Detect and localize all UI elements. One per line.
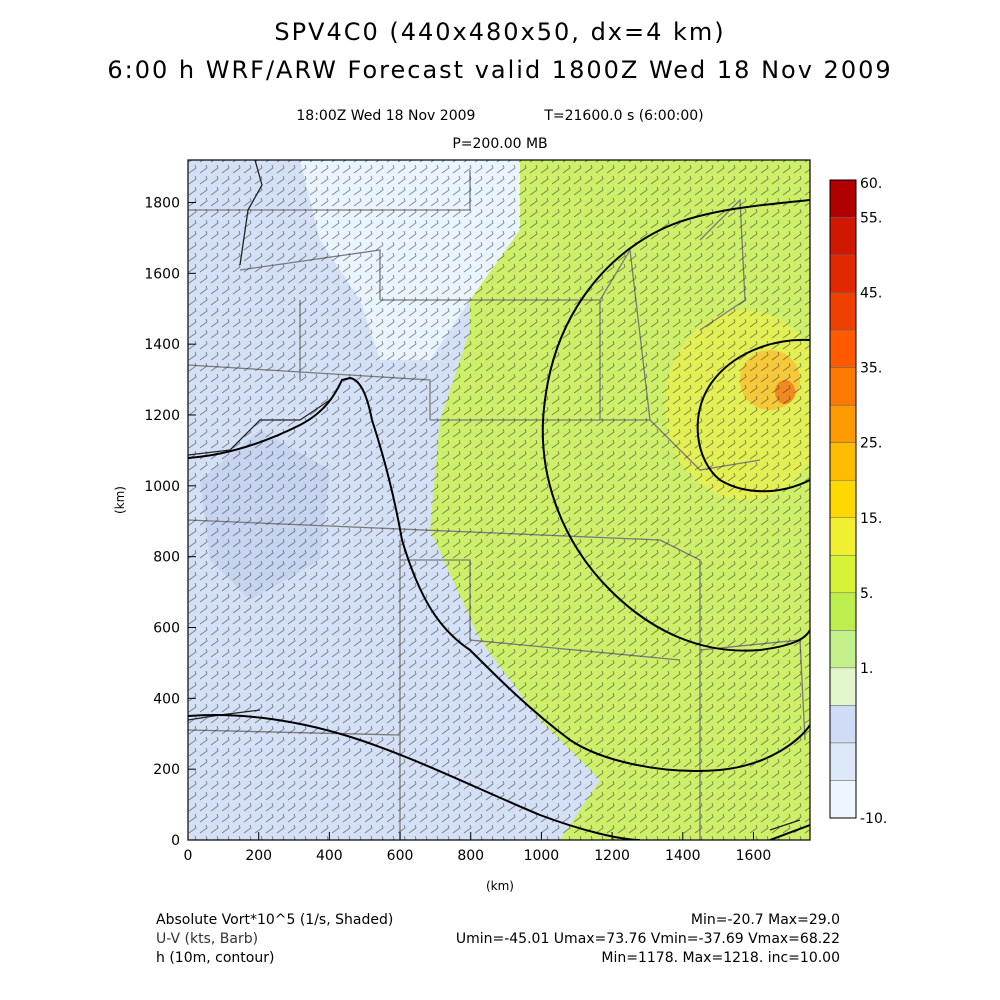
colorbar-swatch	[829, 630, 857, 669]
title-line-2: 6:00 h WRF/ARW Forecast valid 1800Z Wed …	[107, 56, 893, 84]
colorbar-swatch	[829, 479, 857, 519]
y-tick-label: 1400	[144, 337, 180, 353]
colorbar-swatch	[829, 329, 857, 368]
x-tick-label: 1000	[524, 848, 560, 864]
colorbar-swatch	[829, 217, 857, 256]
footer-wind-range: Umin=-45.01 Umax=73.76 Vmin=-37.69 Vmax=…	[455, 931, 840, 947]
colorbar-label: 15.	[860, 511, 882, 527]
x-tick-label: 200	[245, 848, 272, 864]
colorbar-frame	[829, 179, 857, 819]
colorbar-swatch	[829, 780, 857, 819]
y-tick-label: 200	[153, 762, 180, 778]
y-tick-label: 800	[153, 550, 180, 566]
y-tick-label: 1600	[144, 266, 180, 282]
colorbar-label: 55.	[860, 211, 882, 227]
footer-wind-label: U-V (kts, Barb)	[156, 931, 259, 947]
pressure-level: P=200.00 MB	[452, 136, 548, 152]
colorbar-label: 45.	[860, 286, 882, 302]
y-tick-label: 1000	[144, 479, 180, 495]
valid-time: 18:00Z Wed 18 Nov 2009	[296, 108, 476, 124]
contour-b	[188, 714, 641, 840]
colorbar-label: 60.	[860, 176, 882, 192]
footer-height-range: Min=1178. Max=1218. inc=10.00	[601, 950, 840, 966]
x-tick-label: 1400	[665, 848, 701, 864]
x-axis-label: (km)	[486, 879, 514, 893]
x-axis: 0 200 400 600 800 1000 1200 1400 1600	[184, 832, 772, 864]
y-tick-label: 1200	[144, 408, 180, 424]
footer-height-label: h (10m, contour)	[156, 950, 275, 966]
colorbar-swatch	[829, 179, 857, 218]
colorbar-swatch	[829, 517, 857, 556]
x-tick-label: 0	[184, 848, 193, 864]
x-tick-label: 1200	[594, 848, 630, 864]
colorbar-label: 1.	[860, 661, 873, 677]
y-axis: 0 200 400 600 800 1000 1200 1400 1600 1800	[144, 196, 196, 849]
contour-a	[188, 376, 810, 772]
colorbar-swatch	[829, 442, 857, 481]
colorbar-swatch	[829, 404, 857, 443]
y-axis-label: (km)	[113, 486, 127, 514]
colorbar: 60. 55. 45. 35. 25. 15. 5. 1. -10.	[829, 176, 887, 827]
contour-c	[541, 199, 810, 652]
x-tick-label: 600	[387, 848, 414, 864]
colorbar-swatch	[829, 292, 857, 331]
y-tick-label: 1800	[144, 196, 180, 212]
colorbar-label: -10.	[860, 811, 887, 827]
colorbar-label: 25.	[860, 436, 882, 452]
colorbar-swatch	[829, 367, 857, 406]
y-tick-label: 0	[171, 833, 180, 849]
x-tick-label: 1600	[736, 848, 772, 864]
colorbar-label: 5.	[860, 586, 873, 602]
colorbar-label: 35.	[860, 361, 882, 377]
height-contours	[188, 199, 810, 840]
valid-time-row: 18:00Z Wed 18 Nov 2009 T=21600.0 s (6:00…	[0, 108, 1000, 124]
title-line-1: SPV4C0 (440x480x50, dx=4 km)	[274, 18, 726, 46]
plot-area	[188, 160, 810, 840]
colorbar-swatch	[829, 555, 857, 594]
footer-vorticity-range: Min=-20.7 Max=29.0	[690, 912, 840, 928]
contour-d	[696, 338, 810, 493]
wind-barbs	[188, 160, 810, 840]
plot-frame	[187, 159, 811, 841]
colorbar-swatch	[829, 742, 857, 781]
colorbar-swatch	[829, 592, 857, 631]
x-tick-label: 400	[316, 848, 343, 864]
contour-e	[769, 824, 810, 840]
x-tick-label: 800	[457, 848, 484, 864]
colorbar-swatch	[829, 705, 857, 744]
forecast-seconds: T=21600.0 s (6:00:00)	[544, 108, 704, 124]
footer-vorticity-label: Absolute Vort*10^5 (1/s, Shaded)	[156, 912, 394, 928]
colorbar-swatch	[829, 254, 857, 293]
colorbar-swatch	[829, 667, 857, 706]
y-tick-label: 400	[153, 691, 180, 707]
y-tick-label: 600	[153, 621, 180, 637]
